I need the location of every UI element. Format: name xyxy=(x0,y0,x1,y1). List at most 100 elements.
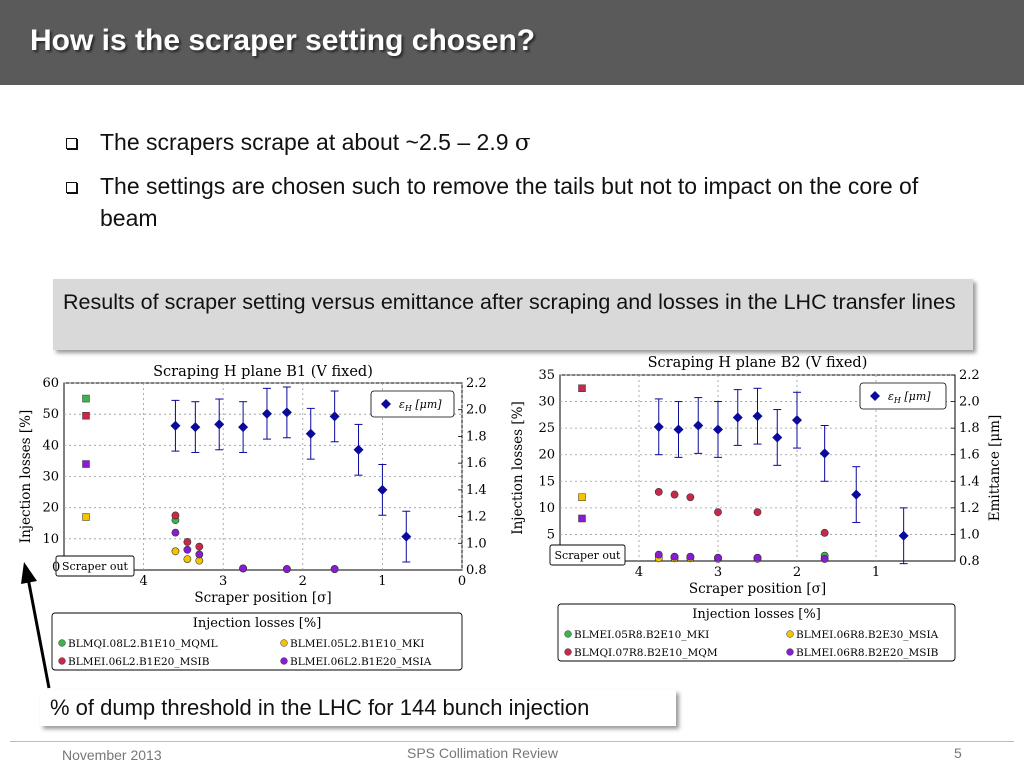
y-tick-label: 10 xyxy=(42,532,59,547)
y-tick-label: 50 xyxy=(42,407,59,422)
y-tick-label: 30 xyxy=(538,395,555,410)
scraper-out-label: Scraper out xyxy=(555,549,622,562)
x-axis-label: Scraper position [σ] xyxy=(194,590,331,606)
losses-legend-label: BLMEI.06R8.B2E20_MSIB xyxy=(796,647,939,659)
emittance-point xyxy=(170,420,181,431)
losses-legend xyxy=(51,612,463,671)
emittance-point xyxy=(305,428,316,439)
emittance-point xyxy=(401,531,412,542)
losses-legend-label: BLMEI.06L2.B1E20_MSIB xyxy=(68,656,210,668)
bullet-item: The scrapers scrape at about ~2.5 – 2.9 … xyxy=(62,126,962,159)
emittance-point xyxy=(353,444,364,455)
emittance-point xyxy=(732,412,743,423)
y2-tick-label: 1.2 xyxy=(959,501,980,516)
scraper-out-box xyxy=(549,544,626,566)
bullet-text: The settings are chosen such to remove t… xyxy=(100,173,919,231)
bullet-item: The settings are chosen such to remove t… xyxy=(62,170,962,234)
x-tick-label: 2 xyxy=(793,565,801,580)
loss-point xyxy=(686,552,695,561)
x-tick-label: 3 xyxy=(219,574,227,589)
emittance-point xyxy=(792,415,802,426)
y2-tick-label: 0.8 xyxy=(959,554,980,569)
losses-legend-label: BLMEI.05L2.B1E10_MKI xyxy=(290,638,424,650)
square-bullet-icon xyxy=(66,182,77,193)
legend-marker xyxy=(870,391,880,401)
loss-point xyxy=(282,565,291,573)
emittance-point xyxy=(898,530,909,541)
y2-tick-label: 1.8 xyxy=(466,429,487,444)
y2-tick-label: 1.0 xyxy=(466,536,487,551)
losses-legend-label: BLMEI.06L2.B1E20_MSIA xyxy=(290,656,432,668)
legend-marker xyxy=(381,399,391,409)
loss-point xyxy=(330,565,339,573)
y-tick-label: 25 xyxy=(538,421,555,436)
emittance-point xyxy=(752,411,763,422)
emittance-point xyxy=(190,422,201,433)
y2-axis-label: Emittance [μm] xyxy=(987,415,1003,522)
y-tick-label: 20 xyxy=(42,501,59,516)
page-number: 5 xyxy=(954,745,962,761)
legend-label: εH [μm] xyxy=(399,398,442,413)
y2-tick-label: 1.4 xyxy=(959,474,980,489)
emittance-point xyxy=(772,432,783,443)
loss-point xyxy=(195,542,204,551)
losses-legend-label: BLMEI.05R8.B2E10_MKI xyxy=(574,629,709,641)
loss-point xyxy=(686,493,695,502)
scraper-out-point xyxy=(578,384,586,393)
y-tick-label: 60 xyxy=(42,376,59,391)
loss-point xyxy=(753,553,762,562)
chart-b2: Scraping H plane B2 (V fixed)4 3 2 15101520… xyxy=(510,355,1003,662)
losses-legend-marker xyxy=(280,639,288,647)
loss-point xyxy=(183,538,192,546)
x-tick-label: 1 xyxy=(872,565,880,580)
loss-point xyxy=(820,554,829,563)
legend-label: εH [μm] xyxy=(888,390,931,405)
emittance-point xyxy=(693,420,704,431)
y2-tick-label: 0.8 xyxy=(466,563,487,578)
y2-tick-label: 2.0 xyxy=(466,403,487,418)
y2-tick-label: 2.0 xyxy=(959,395,980,410)
emittance-point xyxy=(281,407,292,418)
y-tick-label: 20 xyxy=(538,448,555,463)
y2-tick-label: 1.6 xyxy=(959,448,980,463)
emittance-point xyxy=(377,484,388,495)
emittance-point xyxy=(214,419,225,430)
y-tick-label: 10 xyxy=(538,501,555,516)
emittance-point xyxy=(238,422,249,433)
y2-tick-label: 1.8 xyxy=(959,421,980,436)
losses-legend-marker xyxy=(58,639,66,647)
y2-tick-label: 1.4 xyxy=(466,483,487,498)
emittance-point xyxy=(819,448,830,459)
losses-legend-label: BLMEI.06R8.B2E30_MSIA xyxy=(796,629,939,641)
scraper-out-point xyxy=(578,514,586,523)
bullet-text: The scrapers scrape at about ~2.5 – 2.9 xyxy=(100,129,515,155)
scraper-out-tick: 0 xyxy=(52,560,60,575)
loss-point xyxy=(239,564,247,573)
loss-point xyxy=(670,552,679,561)
x-axis-label: Scraper position [σ] xyxy=(689,581,826,597)
x-tick-label: 0 xyxy=(458,574,466,589)
loss-point xyxy=(820,528,829,537)
sigma-symbol: σ xyxy=(514,130,531,156)
chart-title: Scraping H plane B1 (V fixed) xyxy=(153,364,373,380)
losses-legend-label: BLMQI.08L2.B1E10_MQML xyxy=(68,638,218,650)
loss-point xyxy=(714,553,722,562)
footer-divider xyxy=(10,741,1014,742)
y-axis-label: Injection losses [%] xyxy=(18,410,34,544)
loss-point xyxy=(654,550,663,559)
x-tick-label: 2 xyxy=(299,574,307,589)
dump-threshold-caption: % of dump threshold in the LHC for 144 b… xyxy=(40,690,676,726)
loss-point xyxy=(670,490,679,499)
x-tick-label: 3 xyxy=(714,565,722,580)
losses-legend xyxy=(557,603,956,662)
emittance-legend xyxy=(859,382,947,410)
loss-point xyxy=(171,511,180,520)
scraper-out-point xyxy=(82,411,90,420)
chart-title: Scraping H plane B2 (V fixed) xyxy=(648,355,868,371)
losses-legend-title: Injection losses [%] xyxy=(692,607,821,622)
footer-date: November 2013 xyxy=(62,747,162,763)
y-tick-label: 15 xyxy=(538,474,555,489)
loss-point xyxy=(183,555,192,563)
loss-point xyxy=(171,547,180,556)
emittance-point xyxy=(713,424,723,435)
